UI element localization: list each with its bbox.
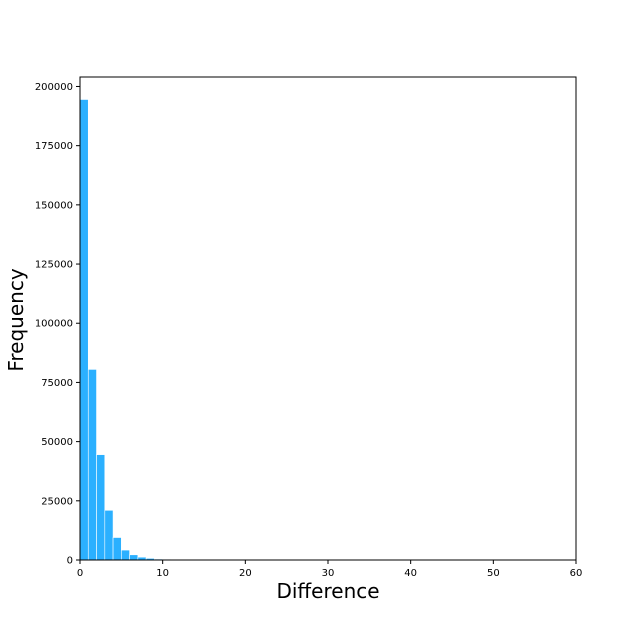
histogram-bar — [112, 537, 122, 561]
histogram-bar — [79, 99, 89, 561]
y-tick-label: 200000 — [35, 82, 73, 93]
y-tick-label: 150000 — [35, 200, 73, 211]
histogram-bar — [96, 454, 106, 561]
x-axis-ticks: 0 10 20 30 40 50 60 — [77, 560, 583, 579]
x-tick-label: 20 — [239, 568, 252, 579]
y-tick-label: 100000 — [35, 319, 73, 330]
x-axis-label: Difference — [276, 579, 379, 603]
x-tick-label: 40 — [404, 568, 417, 579]
x-tick-label: 50 — [487, 568, 500, 579]
histogram-bar — [129, 554, 139, 561]
y-tick-label: 25000 — [41, 496, 73, 507]
y-axis-label: Frequency — [4, 268, 28, 371]
histogram-bar — [121, 549, 130, 561]
x-tick-label: 60 — [570, 568, 583, 579]
y-tick-label: 0 — [67, 556, 73, 567]
plot-frame — [79, 76, 577, 561]
y-axis-ticks: 0 25000 50000 75000 100000 125000 150000 175000… — [35, 82, 80, 567]
y-tick-label: 50000 — [41, 437, 73, 448]
x-tick-label: 0 — [77, 568, 83, 579]
histogram-bar — [104, 509, 114, 561]
y-tick-label: 125000 — [35, 260, 73, 271]
y-tick-label: 75000 — [41, 378, 73, 389]
x-tick-label: 30 — [322, 568, 335, 579]
y-tick-label: 175000 — [35, 141, 73, 152]
histogram-bar — [87, 369, 97, 561]
x-tick-label: 10 — [156, 568, 169, 579]
